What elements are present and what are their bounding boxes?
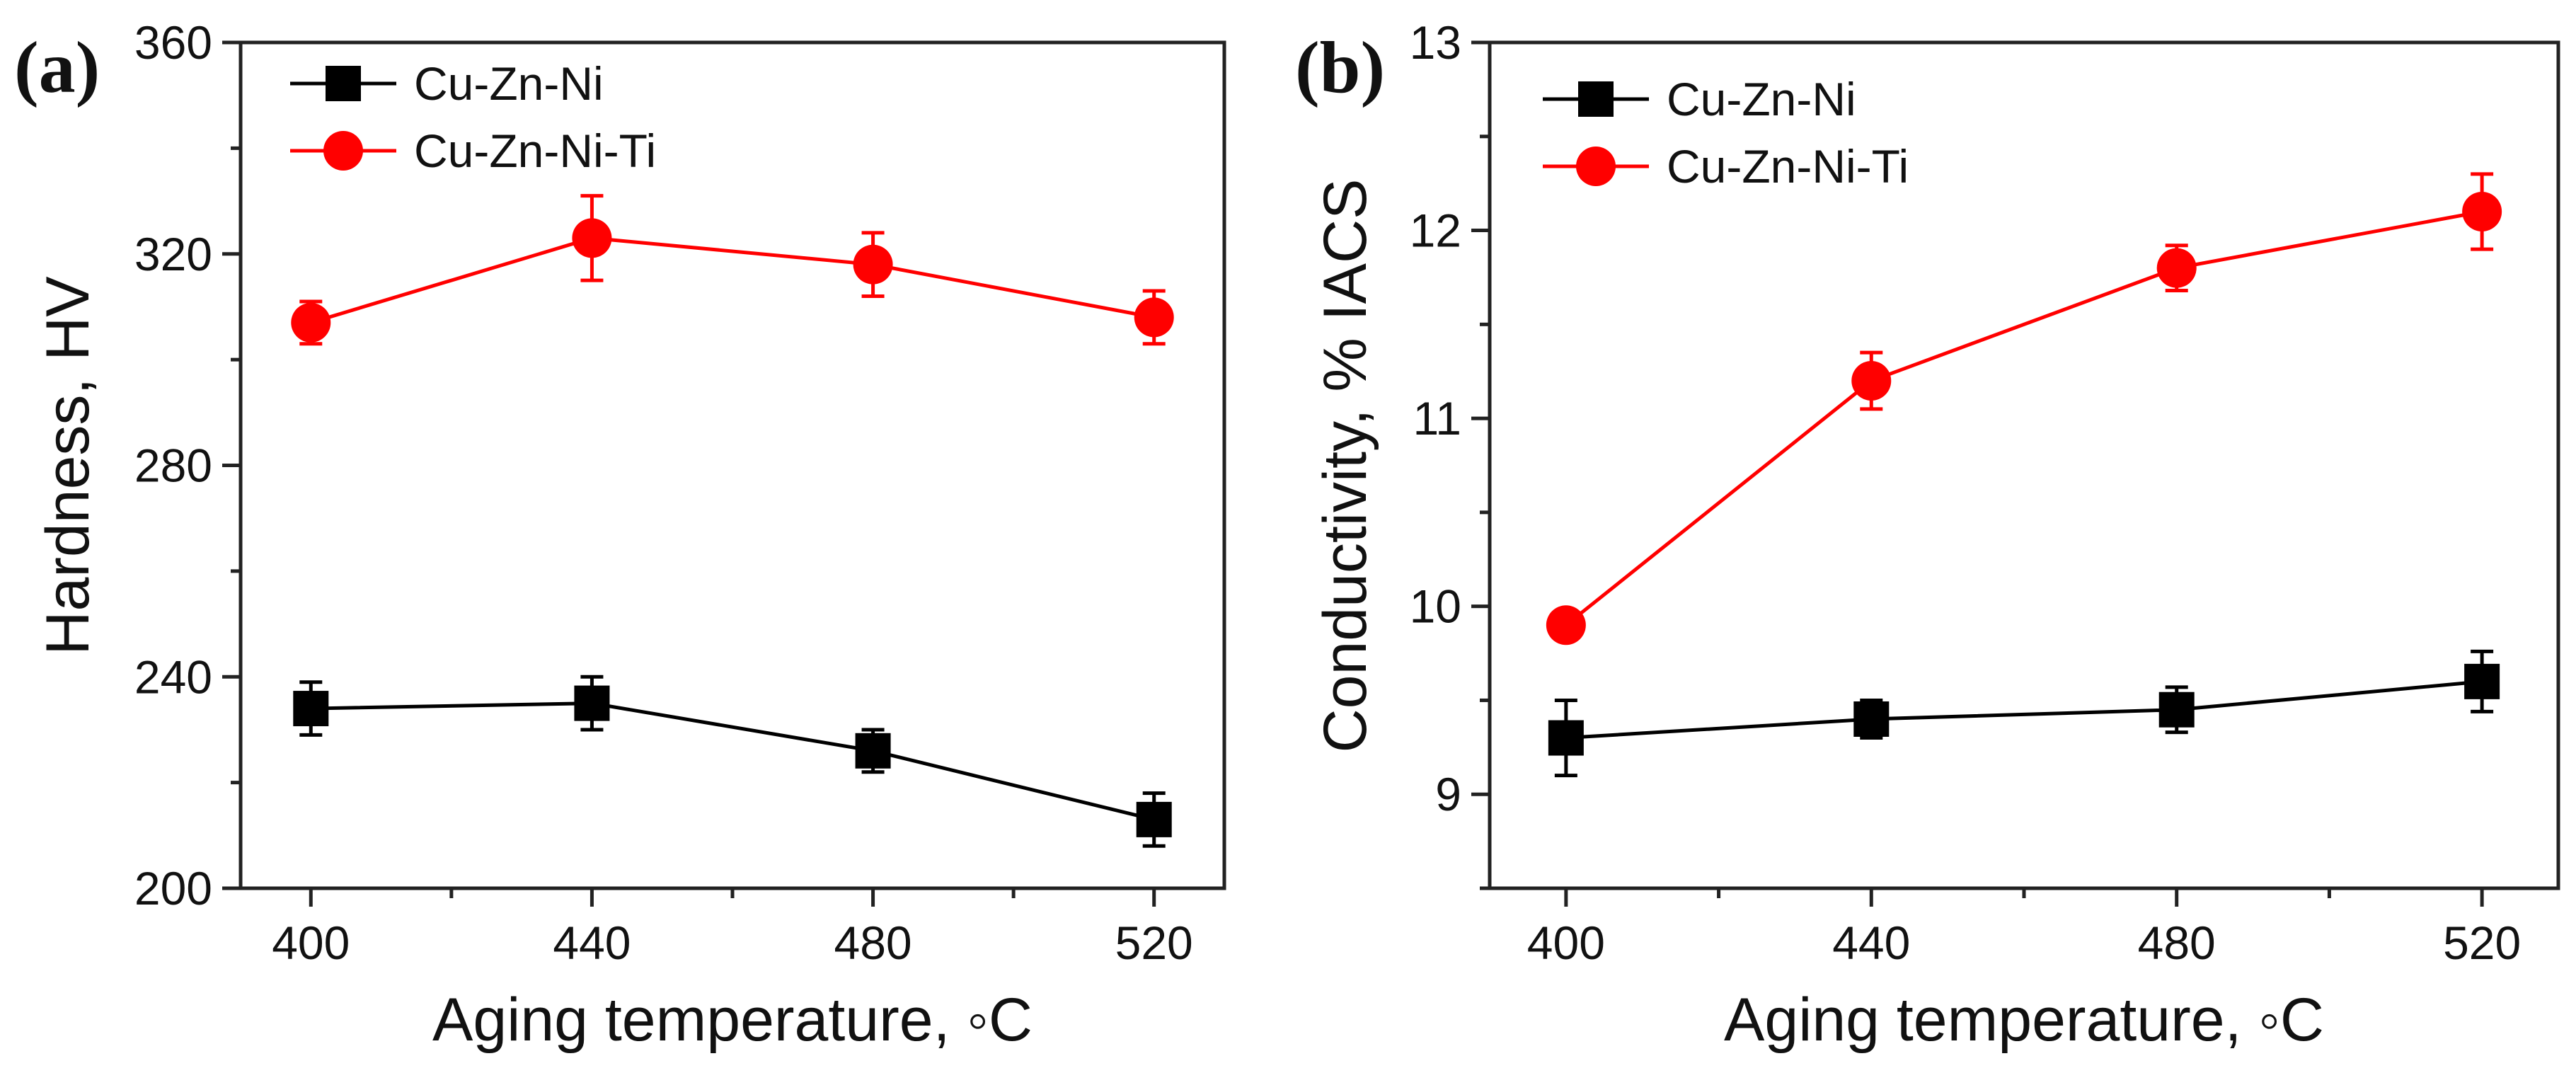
legend-b: Cu-Zn-Ni Cu-Zn-Ni-Ti <box>1543 73 1909 193</box>
y-tick-label: 360 <box>134 16 212 69</box>
x-tick-label: 440 <box>553 917 631 969</box>
data-point <box>1853 701 1890 737</box>
data-point <box>2158 692 2195 728</box>
x-axis-title-b: Aging temperature, ◦C <box>1724 986 2324 1054</box>
data-point <box>291 302 331 343</box>
data-point <box>2156 248 2197 288</box>
data-point <box>574 685 610 721</box>
x-tick-label: 400 <box>272 917 350 969</box>
chart-panel-a: (a) 200 240 280 320 360 400 440 480 520 Hardnes… <box>14 16 1226 1054</box>
y-tick-label: 12 <box>1410 205 1461 257</box>
x-tick-label: 480 <box>834 917 912 969</box>
data-point <box>1136 801 1172 837</box>
legend-marker <box>1578 81 1614 117</box>
y-axis-title-a: Hardness, HV <box>34 276 102 655</box>
y-tick-label: 280 <box>134 440 212 492</box>
x-tick-label: 440 <box>1832 917 1910 969</box>
x-tick-label: 400 <box>1527 917 1605 969</box>
data-point <box>293 691 329 727</box>
x-tick-label: 520 <box>2443 917 2521 969</box>
panel-label-a: (a) <box>14 27 100 108</box>
data-point <box>1548 720 1584 756</box>
legend-label: Cu-Zn-Ni <box>414 57 604 110</box>
x-axis-ticks-a: 400 440 480 520 <box>272 888 1193 969</box>
y-axis-ticks-b: 9 10 11 12 13 <box>1410 16 1490 890</box>
x-tick-label: 480 <box>2138 917 2216 969</box>
y-tick-label: 13 <box>1410 16 1461 69</box>
legend-marker <box>1576 147 1616 186</box>
data-point <box>855 733 891 769</box>
series-line-Cu-Zn-Ni <box>1565 679 2483 740</box>
legend-label: Cu-Zn-Ni-Ti <box>1667 140 1909 193</box>
series-line-Cu-Zn-Ni-Ti <box>310 236 1155 325</box>
legend-marker <box>323 131 363 171</box>
legend-label: Cu-Zn-Ni <box>1667 73 1856 125</box>
y-axis-title-b: Conductivity, % IACS <box>1311 179 1379 753</box>
data-point <box>572 218 612 258</box>
legend-label: Cu-Zn-Ni-Ti <box>414 125 656 177</box>
plot-frame-b <box>1488 40 2560 890</box>
series-group-b <box>1546 172 2502 778</box>
data-point <box>1851 361 1892 401</box>
series-group-a <box>291 194 1174 848</box>
panel-label-b: (b) <box>1295 27 1385 108</box>
legend-a: Cu-Zn-Ni Cu-Zn-Ni-Ti <box>290 57 656 177</box>
y-tick-label: 11 <box>1413 392 1461 444</box>
data-point <box>2464 663 2500 699</box>
legend-marker <box>326 66 361 101</box>
data-point <box>853 244 893 285</box>
series-line-Cu-Zn-Ni-Ti <box>1565 210 2483 627</box>
x-tick-label: 520 <box>1115 917 1193 969</box>
x-axis-ticks-b: 400 440 480 520 <box>1527 888 2521 969</box>
plot-frame-a <box>238 40 1226 890</box>
y-tick-label: 200 <box>134 862 212 914</box>
data-point <box>1134 297 1174 338</box>
data-point <box>1546 605 1586 645</box>
y-tick-label: 320 <box>134 228 212 280</box>
chart-panel-b: (b) 9 10 11 12 13 400 440 480 520 Conductivity,… <box>1295 16 2560 1054</box>
y-tick-label: 10 <box>1410 580 1461 633</box>
x-axis-title-a: Aging temperature, ◦C <box>432 986 1033 1054</box>
y-axis-ticks-a: 200 240 280 320 360 <box>134 16 241 914</box>
series-line-Cu-Zn-Ni <box>311 701 1155 822</box>
data-point <box>2462 192 2502 231</box>
y-tick-label: 9 <box>1435 768 1461 820</box>
y-tick-label: 240 <box>134 650 212 703</box>
